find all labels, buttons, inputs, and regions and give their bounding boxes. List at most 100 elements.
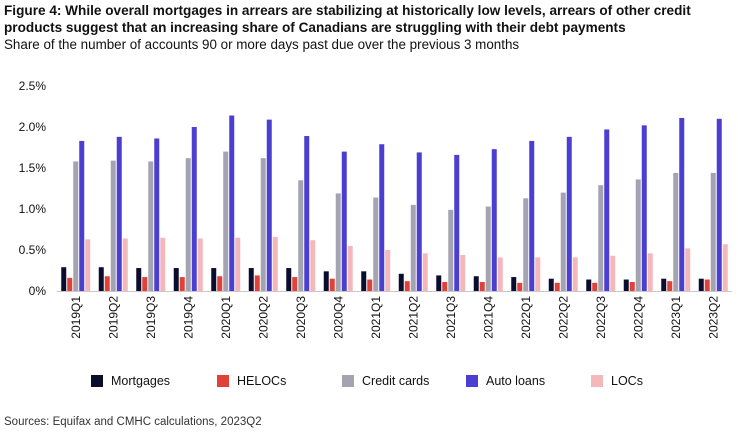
bar [260, 158, 266, 291]
legend-swatch [91, 375, 103, 387]
bar [629, 281, 635, 291]
bar [379, 144, 385, 291]
x-tick-label: 2019Q1 [69, 296, 83, 339]
bar [454, 154, 460, 291]
bar [473, 276, 479, 291]
y-tick-label: 1.5% [19, 161, 47, 175]
bar [347, 245, 353, 291]
x-tick-label: 2023Q1 [669, 296, 683, 339]
chart-title: Figure 4: While overall mortgages in arr… [4, 3, 691, 35]
bar [254, 275, 260, 291]
bar [179, 277, 185, 291]
bar [85, 239, 91, 291]
legend-label: Credit cards [362, 374, 429, 388]
bar [610, 255, 616, 291]
bar [335, 193, 341, 291]
bar [223, 151, 229, 291]
bar [122, 238, 128, 291]
bar [416, 152, 422, 291]
bar [491, 149, 497, 291]
bar [272, 236, 278, 291]
bar [304, 136, 310, 291]
bar [173, 268, 179, 291]
bar [448, 209, 454, 291]
bar [554, 282, 560, 291]
x-tick-label: 2020Q1 [219, 296, 233, 339]
bar [572, 257, 578, 291]
bar [497, 257, 503, 291]
y-tick-label: 0% [29, 284, 47, 298]
bar [73, 161, 79, 291]
bar [116, 136, 122, 291]
x-tick-label: 2021Q3 [444, 296, 458, 339]
bar [154, 138, 160, 291]
bar [341, 151, 347, 291]
legend-swatch [466, 375, 478, 387]
bar [667, 281, 673, 291]
bar [211, 268, 217, 291]
bar [142, 277, 148, 291]
bar [217, 276, 223, 291]
x-tick-label: 2022Q3 [594, 296, 608, 339]
bar [323, 271, 329, 291]
bar [286, 268, 292, 291]
bar [373, 197, 379, 291]
bar [685, 248, 691, 291]
bar [710, 172, 716, 291]
bar [292, 277, 298, 291]
bar [404, 281, 410, 291]
bar [136, 268, 142, 291]
bar [511, 277, 517, 291]
x-tick-label: 2019Q2 [106, 296, 120, 339]
bars [61, 115, 728, 292]
bar [673, 172, 679, 291]
bar [61, 267, 67, 291]
bar [716, 118, 722, 291]
bar [647, 253, 653, 291]
bar [641, 125, 647, 291]
x-tick-label: 2021Q1 [369, 296, 383, 339]
legend-label: Auto loans [486, 374, 545, 388]
bar [517, 282, 523, 291]
bar [235, 237, 241, 291]
y-axis: 0% 0.5% 1.0% 1.5% 2.0% 2.5% [19, 79, 47, 298]
legend-swatch [591, 375, 603, 387]
legend-label: LOCs [611, 374, 643, 388]
bar [148, 161, 154, 291]
bar [661, 278, 667, 291]
bar [485, 206, 491, 291]
legend-swatch [342, 375, 354, 387]
x-tick-label: 2019Q4 [181, 296, 195, 339]
x-tick-label: 2020Q4 [331, 296, 345, 339]
bar [329, 278, 335, 291]
x-tick-label: 2021Q2 [406, 296, 420, 339]
bar [410, 204, 416, 291]
bar [586, 279, 592, 291]
bar [385, 250, 391, 291]
x-tick-label: 2020Q3 [294, 296, 308, 339]
bar [704, 279, 710, 291]
bar [248, 268, 254, 291]
bar [422, 253, 428, 291]
bar [229, 115, 235, 292]
x-axis: 2019Q1 2019Q2 2019Q3 2019Q4 2020Q1 2020Q2 2020… [57, 291, 732, 339]
x-tick-label: 2019Q3 [144, 296, 158, 339]
bar [398, 273, 404, 291]
bar [698, 278, 704, 291]
bar [722, 244, 728, 291]
bar [436, 275, 442, 291]
bar [185, 158, 191, 291]
legend-label: Mortgages [111, 374, 170, 388]
bar [197, 238, 203, 291]
y-tick-label: 2.5% [19, 79, 47, 93]
y-tick-label: 2.0% [19, 120, 47, 134]
bar [598, 185, 604, 291]
bar [361, 271, 367, 291]
legend-label: HELOCs [237, 374, 286, 388]
x-tick-label: 2023Q2 [706, 296, 720, 339]
bar [535, 257, 541, 291]
bar [592, 282, 598, 291]
bar [460, 254, 466, 291]
bar [266, 119, 272, 292]
bar [566, 136, 572, 291]
